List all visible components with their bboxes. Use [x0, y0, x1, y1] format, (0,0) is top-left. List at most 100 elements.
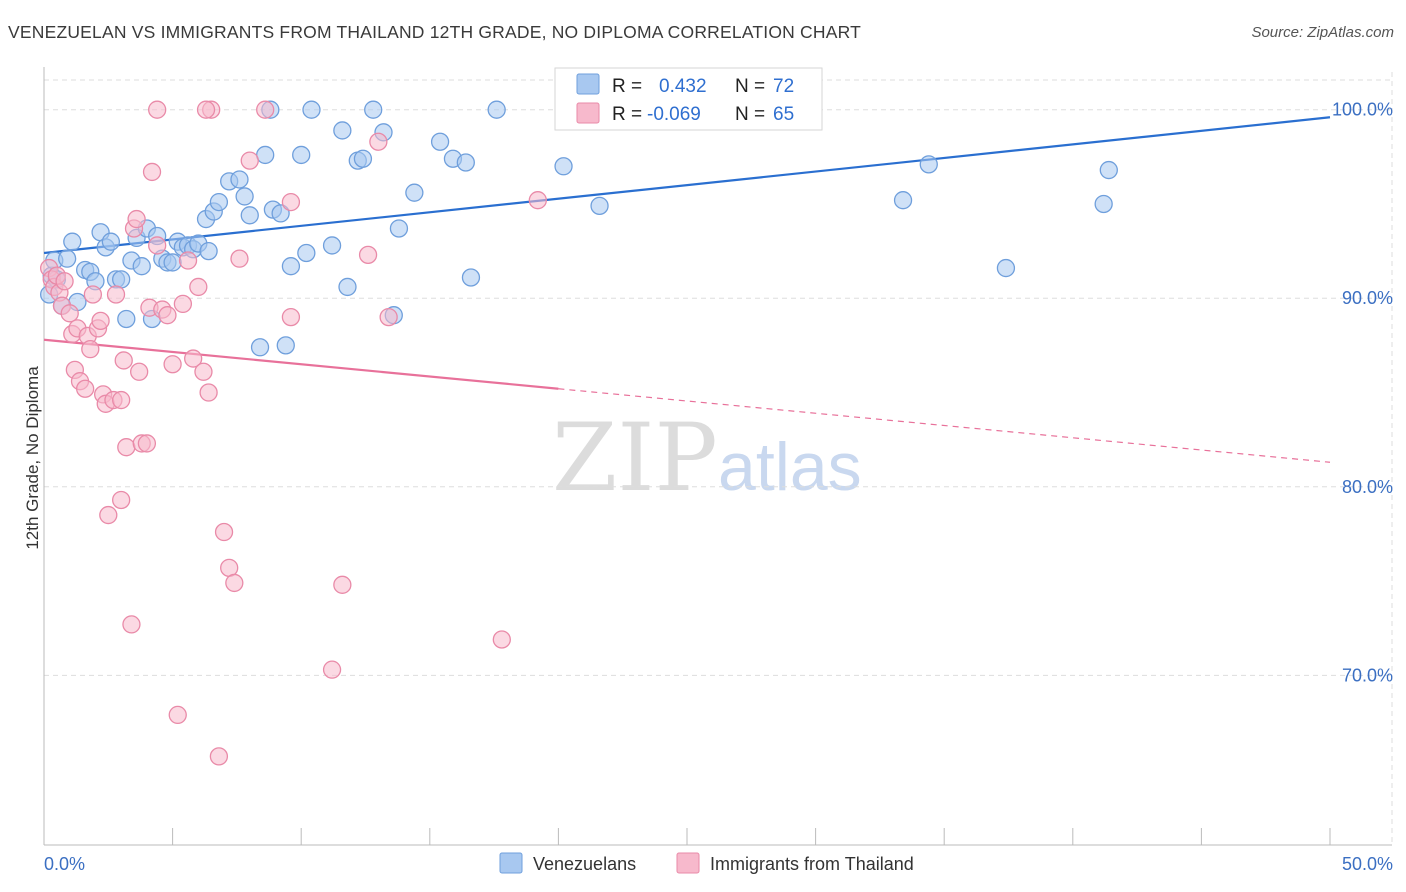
grid	[44, 72, 1393, 845]
y-tick-label: 100.0%	[1332, 100, 1393, 120]
thailand-point	[194, 362, 213, 381]
series-legend-label-venezuelans: Venezuelans	[533, 854, 636, 874]
thailand-point	[127, 209, 146, 229]
thailand-point	[196, 100, 216, 119]
thailand-point	[112, 490, 131, 510]
series-legend-swatch-venezuelans	[499, 852, 523, 874]
thailand-point	[281, 192, 301, 212]
legend-swatch-pink	[576, 102, 600, 124]
venezuelans-point	[322, 236, 342, 255]
thailand-point	[184, 349, 203, 368]
thailand-point	[220, 558, 239, 578]
thailand-point	[168, 705, 187, 725]
venezuelans-point	[554, 157, 573, 176]
venezuelans-point	[333, 121, 352, 140]
venezuelans-point	[276, 336, 295, 355]
watermark-zip: ZIP	[552, 404, 718, 513]
thailand-point	[214, 522, 234, 542]
venezuelans-point	[57, 249, 77, 268]
chart-title: VENEZUELAN VS IMMIGRANTS FROM THAILAND 1…	[8, 22, 862, 42]
thailand-point	[130, 362, 149, 381]
thailand-point	[492, 630, 511, 649]
venezuelans-point	[389, 219, 409, 238]
thailand-point	[114, 351, 133, 370]
thailand-point	[55, 272, 74, 291]
y-tick-label: 90.0%	[1342, 288, 1393, 308]
venezuelans-point	[250, 338, 270, 357]
series-legend-swatch-thailand	[676, 852, 700, 874]
venezuelans-point	[281, 257, 301, 276]
venezuelans-point	[487, 100, 506, 119]
thailand-point	[358, 245, 378, 265]
venezuelans-point	[112, 270, 131, 289]
series-legend: Venezuelans Immigrants from Thailand	[499, 852, 914, 874]
thailand-point	[173, 294, 193, 314]
thailand-point	[83, 285, 103, 304]
trend-line-venezuelans	[43, 116, 1331, 255]
legend-swatch-blue	[576, 73, 600, 95]
legend-n-label-1: N =	[735, 76, 765, 97]
thailand-point	[112, 390, 131, 410]
thailand-point	[163, 355, 182, 374]
thailand-point	[99, 505, 118, 525]
watermark-atlas: atlas	[718, 429, 862, 505]
thailand-point	[189, 277, 208, 297]
thailand-point	[60, 304, 79, 323]
thailand-point	[281, 307, 301, 327]
venezuelans-point	[405, 183, 424, 202]
thailand-point	[117, 438, 136, 457]
legend-n-value-2: 65	[773, 104, 794, 125]
venezuelans-point	[209, 192, 229, 212]
venezuelans-point	[456, 153, 475, 172]
venezuelans-point	[996, 258, 1016, 278]
trend-line-thailand	[43, 338, 559, 390]
venezuelans-point	[292, 145, 311, 165]
thailand-point	[230, 249, 249, 268]
venezuelans-point	[101, 232, 121, 251]
legend-n-value-1: 72	[773, 76, 794, 97]
venezuelans-point	[235, 187, 254, 206]
legend-r-label-2: R =	[612, 104, 642, 125]
legend-n-label-2: N =	[735, 104, 765, 125]
venezuelans-point	[63, 232, 82, 251]
venezuelans-point	[893, 191, 913, 210]
venezuelans-point	[199, 241, 218, 261]
x-tick-label: 0.0%	[44, 854, 85, 874]
thailand-point	[199, 383, 218, 402]
venezuelans-point	[1094, 194, 1113, 214]
chart-source: Source: ZipAtlas.com	[1251, 24, 1394, 41]
venezuelans-point	[590, 196, 609, 216]
correlation-legend: R = 0.432 N = 72 R = -0.069 N = 65	[554, 67, 823, 131]
thailand-point	[122, 615, 141, 634]
venezuelans-point	[230, 170, 249, 189]
thailand-point	[209, 747, 229, 766]
venezuelans-point	[117, 309, 136, 329]
thailand-point	[81, 339, 100, 359]
thailand-point	[333, 575, 352, 594]
data-points	[39, 100, 1118, 766]
legend-r-value-1: 0.432	[659, 76, 707, 97]
watermark: ZIP atlas	[552, 404, 862, 513]
trend-line-thailand-extrapolated	[558, 388, 1331, 463]
series-legend-label-thailand: Immigrants from Thailand	[710, 854, 914, 874]
venezuelans-point	[430, 132, 450, 151]
legend-r-label-1: R =	[612, 76, 642, 97]
thailand-point	[158, 306, 177, 325]
venezuelans-point	[1099, 160, 1118, 180]
thailand-point	[322, 660, 342, 679]
venezuelans-point	[919, 155, 938, 174]
thailand-point	[528, 191, 547, 210]
thailand-point	[142, 162, 162, 182]
thailand-point	[91, 311, 110, 331]
venezuelans-point	[240, 206, 259, 225]
thailand-point	[256, 100, 275, 119]
thailand-point	[178, 251, 198, 270]
thailand-point	[240, 151, 259, 170]
trend-lines	[43, 116, 1331, 463]
x-tick-label: 50.0%	[1342, 854, 1393, 874]
venezuelans-point	[256, 145, 275, 165]
legend-r-value-2: -0.069	[647, 104, 701, 125]
thailand-point	[76, 379, 95, 398]
thailand-point	[379, 307, 398, 327]
